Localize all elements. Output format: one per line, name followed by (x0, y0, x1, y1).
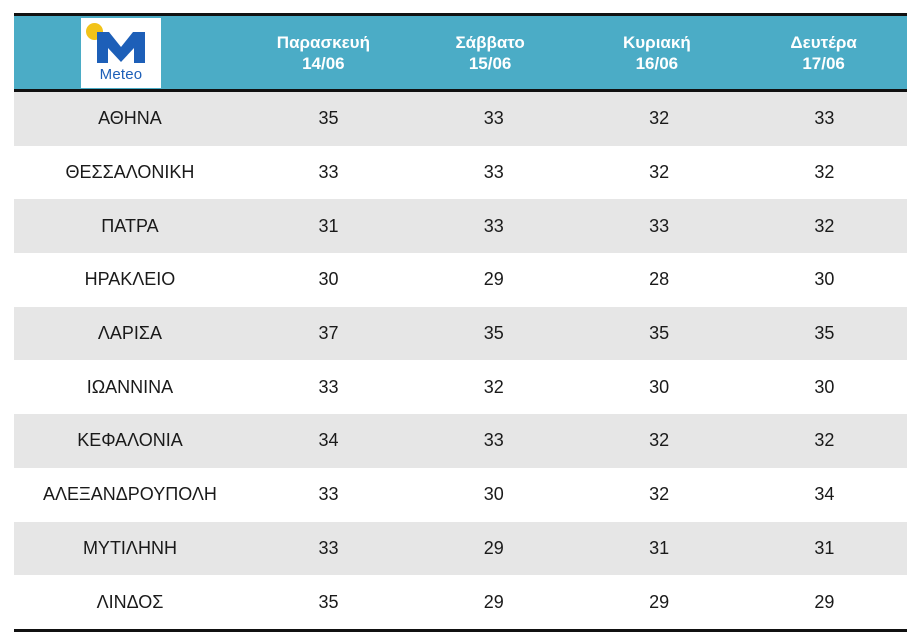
column-day: Κυριακή (623, 32, 691, 52)
column-header: Κυριακή 16/06 (574, 16, 741, 89)
column-date: 14/06 (302, 53, 345, 73)
bottom-rule (14, 628, 907, 632)
temperature-cell: 33 (318, 537, 339, 558)
table-row: ΠΑΤΡΑ 31 33 33 32 (14, 199, 907, 254)
temperature-cell: 35 (649, 323, 670, 344)
table-row: ΛΙΝΔΟΣ 35 29 29 29 (14, 575, 907, 629)
temperature-cell: 29 (814, 591, 835, 612)
city-name: ΙΩΑΝΝΙΝΑ (86, 376, 174, 397)
temperature-cell: 33 (483, 215, 504, 236)
temperature-cell: 32 (814, 162, 835, 183)
table-row: ΙΩΑΝΝΙΝΑ 33 32 30 30 (14, 360, 907, 414)
temperature-cell: 33 (483, 430, 504, 451)
temperature-cell: 32 (649, 430, 670, 451)
table-header: Meteo Παρασκευή 14/06 Σάββατο 15/06 Κυριακή 1… (14, 16, 907, 92)
table-row: ΗΡΑΚΛΕΙΟ 30 29 28 30 (14, 253, 907, 307)
city-name: ΑΘΗΝΑ (98, 108, 162, 129)
column-date: 16/06 (635, 53, 679, 73)
city-name: ΛΑΡΙΣΑ (97, 323, 163, 344)
temperature-cell: 34 (318, 430, 339, 451)
column-day: Σάββατο (455, 32, 525, 52)
temperature-cell: 34 (814, 484, 835, 505)
temperature-cell: 31 (814, 537, 835, 558)
table-body: ΑΘΗΝΑ 35 33 32 33 ΘΕΣΣΑΛΟΝΙΚΗ 33 33 32 32 ΠΑΤΡΑ 31 3… (14, 92, 907, 629)
temperature-cell: 32 (814, 430, 835, 451)
city-name: ΛΙΝΔΟΣ (96, 591, 164, 612)
temperature-cell: 32 (649, 484, 670, 505)
temperature-cell: 30 (483, 484, 504, 505)
logo-cell: Meteo (14, 16, 240, 89)
temperature-cell: 33 (318, 484, 339, 505)
temperature-cell: 33 (649, 215, 670, 236)
meteo-logo: Meteo (81, 17, 161, 88)
temperature-cell: 37 (318, 323, 339, 344)
temperature-cell: 28 (649, 269, 670, 290)
temperature-cell: 32 (649, 108, 670, 129)
temperature-cell: 29 (483, 537, 504, 558)
city-name: ΗΡΑΚΛΕΙΟ (84, 269, 176, 290)
logo-wordmark: Meteo (99, 65, 143, 83)
temperature-cell: 35 (814, 323, 835, 344)
temperature-cell: 30 (649, 376, 670, 397)
column-day: Παρασκευή (276, 32, 370, 52)
temperature-cell: 31 (649, 537, 670, 558)
top-rule (14, 13, 907, 16)
temperature-cell: 29 (483, 591, 504, 612)
table-row: ΘΕΣΣΑΛΟΝΙΚΗ 33 33 32 32 (14, 146, 907, 200)
column-header: Παρασκευή 14/06 (240, 16, 407, 89)
column-date: 15/06 (468, 53, 512, 73)
city-name: ΘΕΣΣΑΛΟΝΙΚΗ (65, 162, 195, 183)
forecast-table: Meteo Παρασκευή 14/06 Σάββατο 15/06 Κυριακή 1… (14, 13, 907, 632)
temperature-cell: 33 (483, 162, 504, 183)
temperature-cell: 35 (318, 591, 339, 612)
column-header: Δευτέρα 17/06 (740, 16, 907, 89)
m-logo-icon (97, 31, 145, 63)
column-header: Σάββατο 15/06 (407, 16, 574, 89)
table-row: ΜΥΤΙΛΗΝΗ 33 29 31 31 (14, 521, 907, 576)
temperature-cell: 30 (814, 376, 835, 397)
temperature-cell: 32 (649, 162, 670, 183)
temperature-cell: 29 (649, 591, 670, 612)
city-name: ΜΥΤΙΛΗΝΗ (82, 537, 177, 558)
temperature-cell: 33 (318, 376, 339, 397)
column-day: Δευτέρα (790, 32, 857, 52)
temperature-cell: 35 (483, 323, 504, 344)
table-row: ΛΑΡΙΣΑ 37 35 35 35 (14, 306, 907, 361)
temperature-cell: 33 (814, 108, 835, 129)
temperature-cell: 35 (318, 108, 339, 129)
table-row: ΑΘΗΝΑ 35 33 32 33 (14, 92, 907, 146)
table-row: ΑΛΕΞΑΝΔΡΟΥΠΟΛΗ 33 30 32 34 (14, 468, 907, 522)
temperature-cell: 33 (483, 108, 504, 129)
city-name: ΑΛΕΞΑΝΔΡΟΥΠΟΛΗ (43, 484, 217, 505)
temperature-cell: 32 (483, 376, 504, 397)
table-row: ΚΕΦΑΛΟΝΙΑ 34 33 32 32 (14, 414, 907, 468)
temperature-cell: 30 (814, 269, 835, 290)
temperature-cell: 29 (483, 269, 504, 290)
temperature-cell: 32 (814, 215, 835, 236)
column-date: 17/06 (802, 53, 845, 73)
temperature-cell: 31 (318, 215, 339, 236)
temperature-cell: 33 (318, 162, 339, 183)
city-name: ΚΕΦΑΛΟΝΙΑ (77, 430, 183, 451)
temperature-cell: 30 (318, 269, 339, 290)
city-name: ΠΑΤΡΑ (101, 215, 159, 236)
